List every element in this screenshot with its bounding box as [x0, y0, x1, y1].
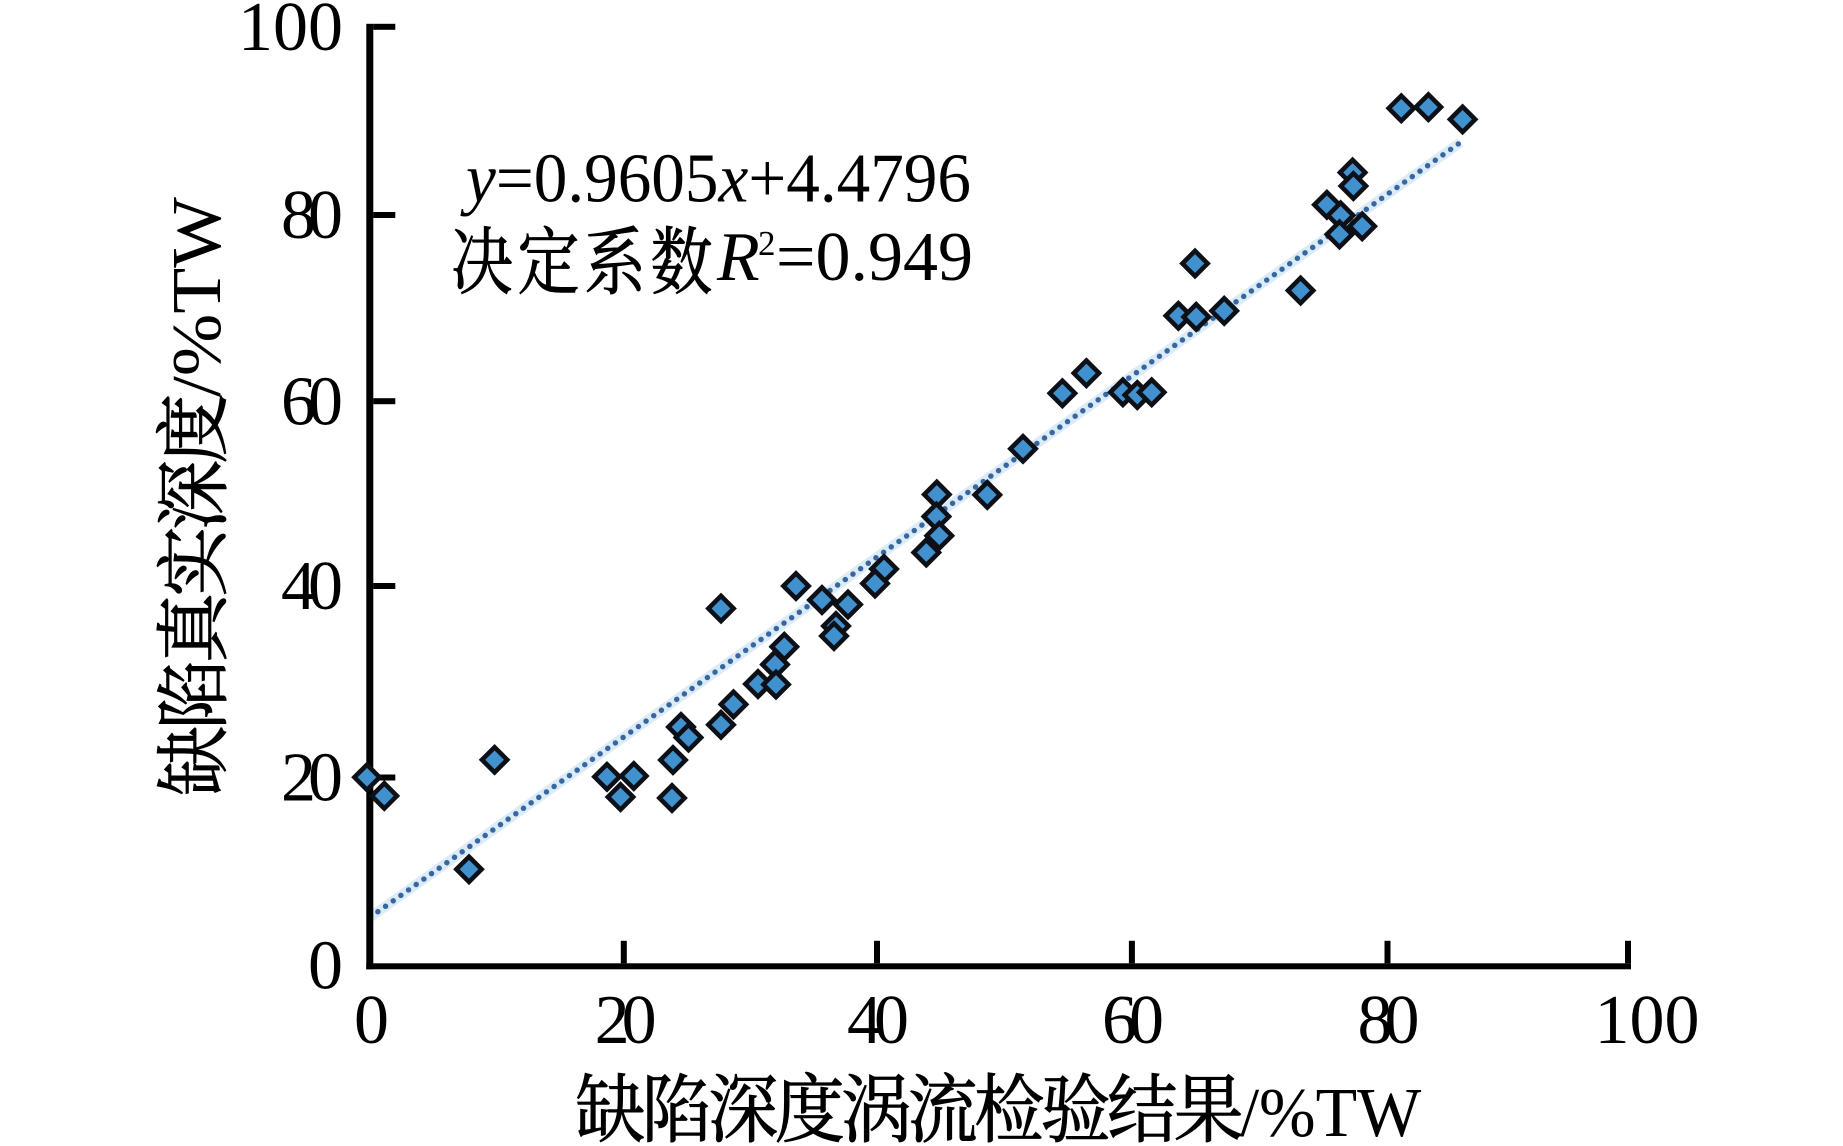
- svg-text:100: 100: [238, 0, 343, 66]
- svg-text:60: 60: [1102, 982, 1164, 1059]
- svg-text:2: 2: [758, 224, 776, 263]
- svg-text:80: 80: [1358, 982, 1420, 1059]
- svg-text:0: 0: [308, 928, 343, 1005]
- svg-text:/%TW: /%TW: [1240, 1075, 1421, 1146]
- svg-text:40: 40: [847, 982, 909, 1059]
- svg-text:=0.949: =0.949: [776, 219, 973, 296]
- svg-text:0: 0: [354, 982, 389, 1059]
- svg-text:20: 20: [595, 982, 657, 1059]
- svg-text:20: 20: [281, 740, 343, 817]
- svg-text:40: 40: [281, 548, 343, 625]
- svg-text:60: 60: [281, 363, 343, 440]
- svg-text:R: R: [716, 219, 760, 296]
- svg-text:/%TW: /%TW: [159, 197, 236, 397]
- svg-text:y=0.9605x+4.4796: y=0.9605x+4.4796: [460, 141, 971, 218]
- svg-text:80: 80: [281, 177, 343, 254]
- svg-text:100: 100: [1595, 982, 1700, 1059]
